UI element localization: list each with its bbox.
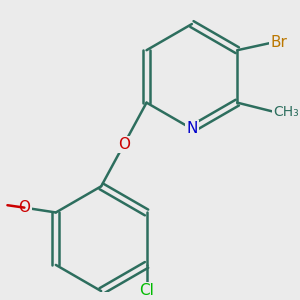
Text: O: O xyxy=(18,200,30,215)
Text: CH₃: CH₃ xyxy=(274,105,299,119)
Text: N: N xyxy=(186,121,198,136)
Text: O: O xyxy=(118,137,130,152)
Text: Br: Br xyxy=(271,35,287,50)
Text: Cl: Cl xyxy=(139,283,154,298)
